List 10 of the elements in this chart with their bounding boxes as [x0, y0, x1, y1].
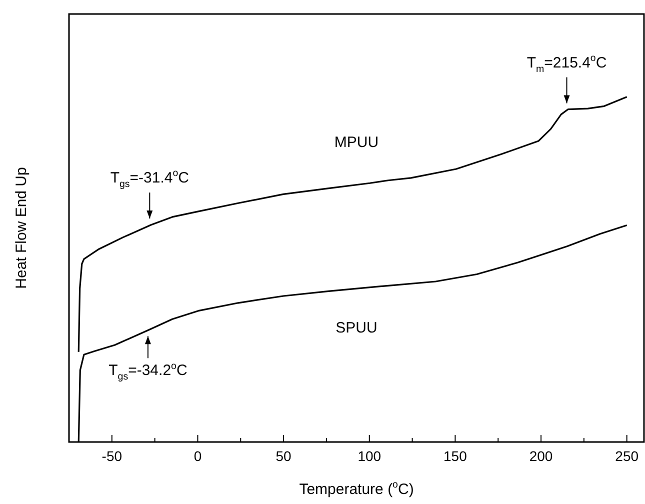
series-label: SPUU: [336, 320, 378, 337]
x-tick-label: 50: [276, 448, 292, 464]
x-tick-label: 150: [444, 448, 468, 464]
text: MPUU: [334, 134, 379, 151]
x-tick-label: 200: [529, 448, 553, 464]
x-tick-label: 250: [615, 448, 639, 464]
x-tick-label: 100: [358, 448, 382, 464]
x-tick-label: 0: [194, 448, 202, 464]
x-tick-label: -50: [102, 448, 122, 464]
y-axis-title: Heat Flow End Up: [13, 167, 30, 289]
